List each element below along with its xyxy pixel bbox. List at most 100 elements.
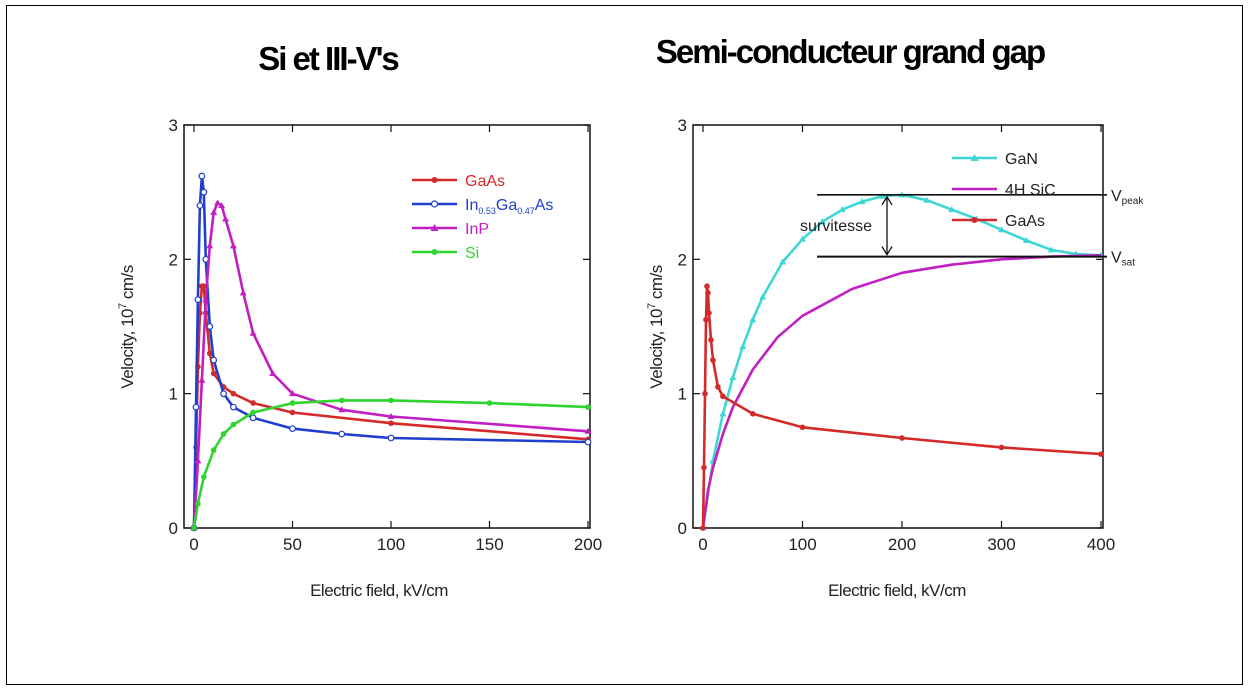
chart2-legend-gan-label: GaN xyxy=(1005,151,1038,168)
chart1-point-in0-53ga0-47as xyxy=(196,202,204,210)
chart1-point-in0-53ga0-47as xyxy=(210,356,218,364)
chart1-point-inp xyxy=(222,215,230,222)
chart2-point-gan xyxy=(858,198,866,205)
chart2-point-gan xyxy=(749,316,757,323)
chart2-series-4h-sic-line xyxy=(701,254,1102,529)
chart2-legend-4h-sic-label: 4H SiC xyxy=(1005,182,1056,199)
chart1-point-in0-53ga0-47as xyxy=(198,172,206,180)
chart2-annotations: survitesse Vpeak Vsat xyxy=(800,188,1144,269)
chart2-x-tick-label: 300 xyxy=(987,535,1015,554)
chart1-y-tick-label: 3 xyxy=(169,116,178,135)
chart2-y-tick-label: 1 xyxy=(678,385,687,404)
chart1-point-in0-53ga0-47as xyxy=(584,438,592,446)
chart1-series-gaas-line xyxy=(192,284,589,529)
chart1-y-tick-label: 0 xyxy=(169,519,178,538)
chart1-point-in0-53ga0-47as xyxy=(249,414,257,422)
chart1-x-tick-label: 150 xyxy=(475,535,503,554)
survitesse-arrow-head-up xyxy=(881,195,893,206)
chart1-legend-si-label: Si xyxy=(465,245,479,262)
chart1-series-in0-53ga0-47as-line xyxy=(192,174,589,529)
chart1-point-gaas xyxy=(230,390,237,397)
chart-canvas: Si et III-V's Electric field, kV/cm Velo… xyxy=(117,33,1144,600)
chart1-legend-in0-53ga0-47as-label: In0.53Ga0.47As xyxy=(465,197,553,216)
chart1-y-tick-label: 1 xyxy=(169,385,178,404)
chart1-point-in0-53ga0-47as xyxy=(289,425,296,432)
chart2-point-gaas xyxy=(700,525,706,531)
chart2-y-axis-label: Velocity, 107 cm/s xyxy=(646,265,666,388)
chart2-point-gan xyxy=(799,235,806,242)
chart2-y-tick-label: 0 xyxy=(678,519,687,538)
chart2-point-gan xyxy=(838,206,846,213)
chart2-plot-frame xyxy=(692,124,1104,529)
chart1-point-si xyxy=(388,397,394,404)
chart1-point-in0-53ga0-47as xyxy=(194,296,202,304)
chart2-x-axis-label: Electric field, kV/cm xyxy=(828,581,966,600)
chart2-legend-gaas-marker xyxy=(971,217,978,223)
chart1-point-in0-53ga0-47as xyxy=(338,430,346,438)
chart2-point-gaas xyxy=(708,337,714,343)
chart1-point-in0-53ga0-47as xyxy=(387,434,395,442)
chart2-point-gan xyxy=(948,206,956,213)
chart2-x-tick-label: 0 xyxy=(698,535,707,554)
chart1-point-inp xyxy=(206,242,214,249)
chart2-ticks: 0 100 200 300 400 0 1 2 3 xyxy=(678,116,1116,554)
chart2-x-tick-label: 400 xyxy=(1087,535,1115,554)
chart1-point-gaas xyxy=(289,409,296,416)
chart1-point-inp xyxy=(214,199,222,206)
chart1-x-tick-label: 0 xyxy=(189,535,198,554)
chart1-y-tick-label: 2 xyxy=(169,250,178,269)
chart2-point-gaas xyxy=(706,310,712,316)
chart1-point-si xyxy=(289,400,296,406)
chart1-point-inp xyxy=(229,242,237,249)
survitesse-arrow-head-down xyxy=(881,246,893,256)
chart1-point-gaas xyxy=(201,283,207,290)
chart1-point-inp xyxy=(239,289,247,296)
chart2-point-gan xyxy=(719,410,727,417)
chart1-point-in0-53ga0-47as xyxy=(220,390,227,398)
chart1-point-inp xyxy=(198,376,206,383)
chart2-x-tick-label: 100 xyxy=(788,535,816,554)
chart2-legend-gan-marker xyxy=(970,154,979,161)
chart2-point-gan xyxy=(739,343,747,350)
chart1-point-inp xyxy=(210,208,218,215)
chart2-series-gaas-line xyxy=(701,284,1102,529)
chart2-title: Semi-conducteur grand gap xyxy=(656,33,1045,70)
chart2-point-gan xyxy=(1047,246,1055,253)
chart1-point-si xyxy=(191,525,197,531)
chart1-legend-inp-label: InP xyxy=(465,221,489,238)
chart2-point-gan xyxy=(818,218,826,225)
chart2-series xyxy=(699,191,1105,531)
chart2-point-gan xyxy=(729,374,737,381)
chart1-legend: GaAs In0.53Ga0.47As InP Si xyxy=(412,173,553,262)
chart2-point-gaas xyxy=(702,390,708,397)
chart1-point-si xyxy=(201,474,207,480)
chart1-point-gaas xyxy=(210,370,217,377)
chart2-point-gan xyxy=(998,226,1005,233)
chart1-y-axis-label: Velocity, 107 cm/s xyxy=(117,265,137,388)
chart1-legend-in0-53ga0-47as-marker xyxy=(430,200,439,208)
chart1-legend-si-marker xyxy=(431,249,438,255)
survitesse-label: survitesse xyxy=(800,218,872,235)
chart1-point-in0-53ga0-47as xyxy=(192,403,200,411)
chart1-point-in0-53ga0-47as xyxy=(229,403,237,411)
chart2-point-gaas xyxy=(749,411,756,417)
chart2-point-gaas xyxy=(715,384,721,390)
chart1-title: Si et III-V's xyxy=(258,40,398,77)
chart2-point-gaas xyxy=(799,424,806,431)
chart1-point-inp xyxy=(338,406,346,413)
chart1-point-gaas xyxy=(206,350,213,357)
chart1-point-inp xyxy=(218,202,226,209)
chart1-legend-gaas-label: GaAs xyxy=(465,173,505,190)
chart1-point-si xyxy=(220,431,227,437)
v-sat-label: Vsat xyxy=(1111,250,1135,269)
chart1-point-inp xyxy=(387,413,395,420)
chart2-point-gaas xyxy=(701,464,707,471)
chart2-point-gan xyxy=(779,258,787,265)
chart2-point-gaas xyxy=(1098,451,1104,457)
chart1-point-inp xyxy=(202,296,210,303)
chart1-x-tick-label: 100 xyxy=(377,535,405,554)
chart1-point-inp xyxy=(269,370,277,377)
chart2-point-gan xyxy=(923,196,931,203)
chart1-point-inp xyxy=(249,329,257,336)
chart2-legend-gaas-label: GaAs xyxy=(1005,213,1045,230)
